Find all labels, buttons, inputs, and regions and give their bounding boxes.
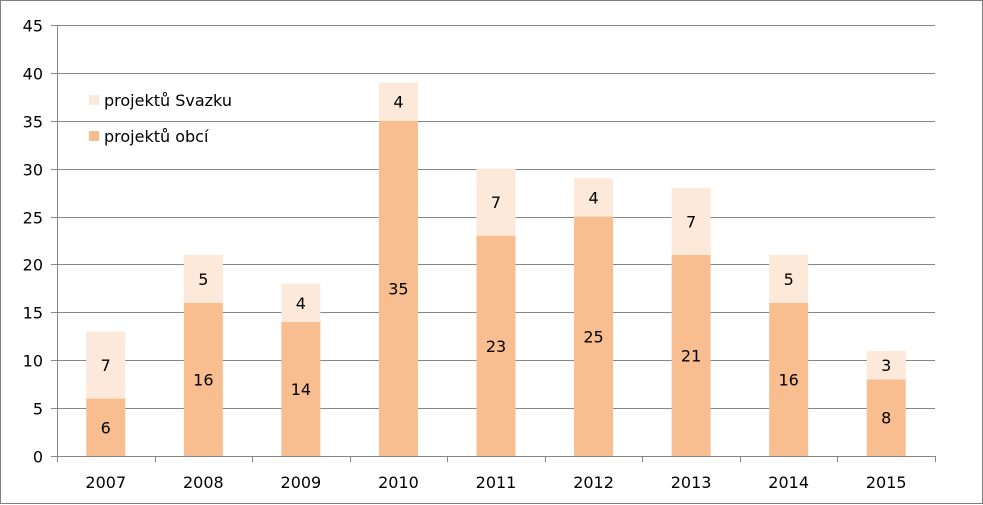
legend-label: projektů Svazku (104, 91, 232, 110)
data-label: 5 (198, 270, 208, 289)
bar-segment (671, 254, 711, 456)
bar-segment (183, 254, 223, 303)
bar-segment (476, 235, 516, 456)
bar-segment (866, 350, 906, 380)
legend-swatch (89, 131, 99, 141)
y-tick-label: 15 (23, 304, 43, 323)
bar-segment (378, 82, 418, 121)
legend-swatch (89, 95, 99, 105)
data-label: 7 (491, 193, 501, 212)
data-label: 5 (784, 270, 794, 289)
y-tick-label: 10 (23, 352, 43, 371)
x-tick-label: 2011 (476, 473, 517, 492)
bar-segment (769, 254, 809, 303)
y-axis: 0 5 10 15 20 25 30 35 40 45 (23, 17, 58, 467)
data-label: 21 (681, 346, 701, 365)
bar-segment (86, 398, 126, 456)
bar-segment (86, 331, 126, 399)
x-axis: 2007 2008 2009 2010 2011 2012 2013 2014 2015 (57, 456, 936, 492)
data-label: 25 (583, 327, 603, 346)
data-label: 16 (778, 370, 798, 389)
data-labels: 6 7 16 5 14 4 35 4 23 7 25 4 21 7 16 5 8 3 (101, 93, 892, 438)
data-label: 16 (193, 370, 213, 389)
data-label: 23 (486, 337, 506, 356)
x-tick-label: 2007 (85, 473, 126, 492)
x-tick-label: 2009 (281, 473, 322, 492)
data-label: 7 (686, 212, 696, 231)
y-tick-label: 45 (23, 17, 43, 36)
y-tick-label: 5 (33, 400, 43, 419)
x-tick-label: 2010 (378, 473, 419, 492)
bar-segment (574, 178, 614, 217)
y-tick-label: 35 (23, 113, 43, 132)
legend-label: projektů obcí (104, 127, 209, 146)
x-tick-label: 2012 (573, 473, 614, 492)
y-tick-label: 25 (23, 209, 43, 228)
data-label: 3 (881, 356, 891, 375)
data-label: 4 (588, 188, 598, 207)
bar-segment (378, 120, 418, 457)
x-tick-label: 2015 (866, 473, 907, 492)
data-label: 35 (388, 279, 408, 298)
bars (86, 82, 906, 457)
data-label: 4 (296, 294, 306, 313)
y-tick-label: 20 (23, 256, 43, 275)
bar-segment (574, 216, 614, 456)
y-tick-label: 40 (23, 65, 43, 84)
bar-segment (866, 379, 906, 456)
y-tick-label: 30 (23, 161, 43, 180)
bar-segment (183, 302, 223, 456)
data-label: 14 (291, 380, 311, 399)
x-tick-label: 2014 (768, 473, 809, 492)
bar-segment (476, 168, 516, 236)
bar-segment (769, 302, 809, 456)
data-label: 6 (101, 418, 111, 437)
y-tick-label: 0 (33, 448, 43, 467)
legend: projektů Svazku projektů obcí (89, 91, 232, 146)
bar-segment (281, 283, 321, 322)
bar-segment (281, 321, 321, 456)
data-label: 4 (393, 93, 403, 112)
data-label: 7 (101, 356, 111, 375)
x-tick-label: 2013 (671, 473, 712, 492)
x-tick-label: 2008 (183, 473, 224, 492)
data-label: 8 (881, 409, 891, 428)
bar-segment (671, 187, 711, 255)
